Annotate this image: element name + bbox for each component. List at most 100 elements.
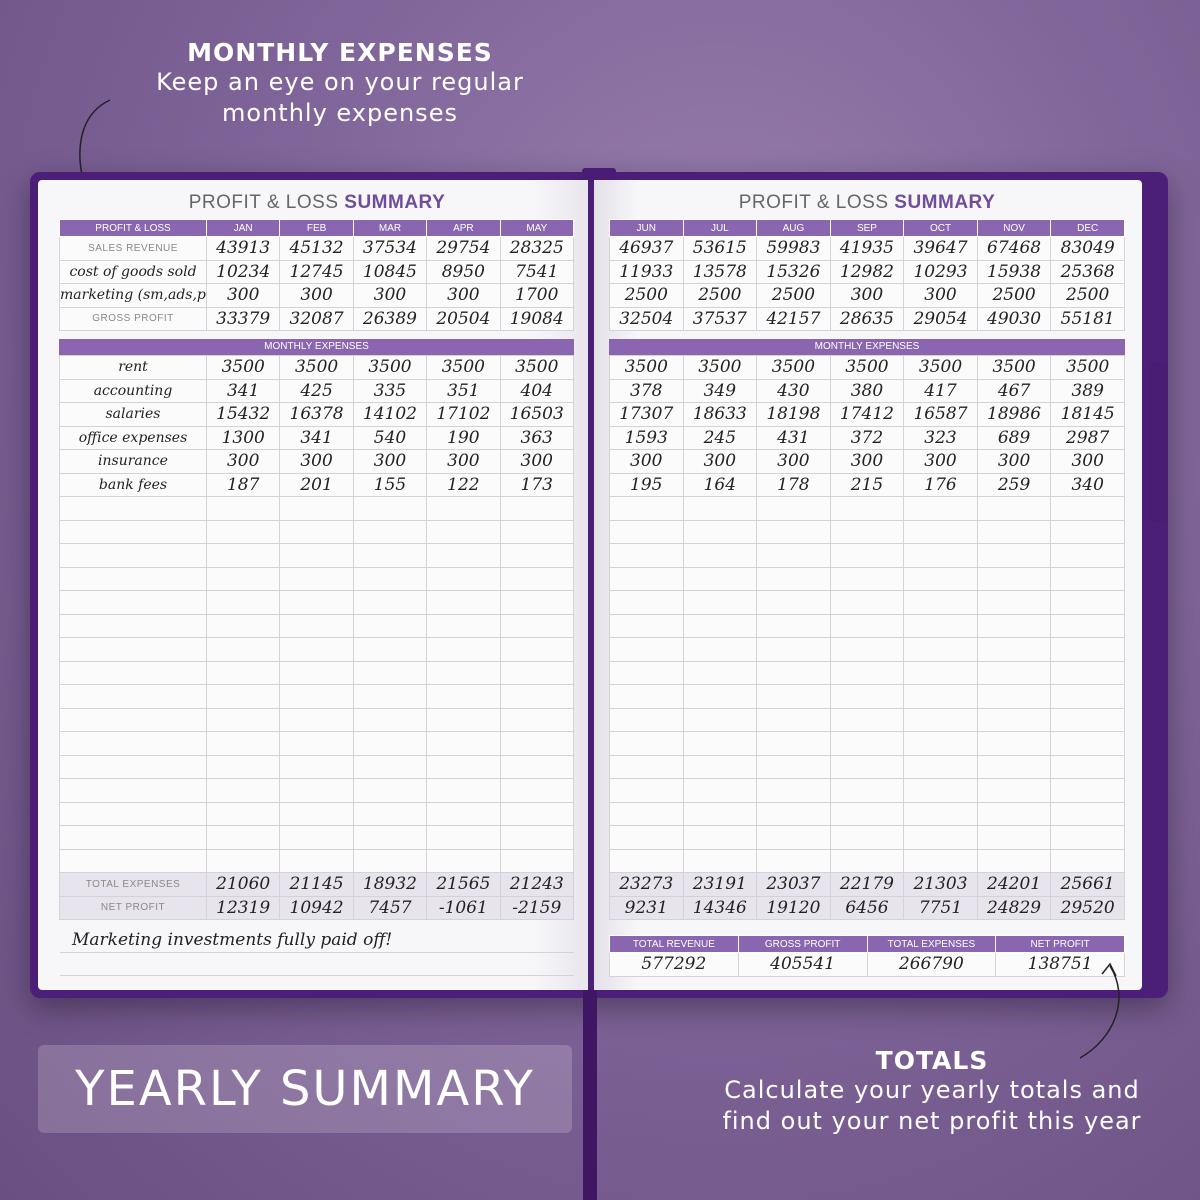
value-cell (682, 543, 758, 568)
table-row (59, 848, 575, 873)
table-row: GROSS PROFIT 33379 32087 26389 20504 19084 (59, 306, 575, 331)
value-cell: 2987 (1050, 425, 1125, 450)
value-cell: 37534 (352, 236, 428, 261)
value-cell: 43913 (205, 236, 281, 261)
value-cell (903, 684, 978, 709)
value-cell (1050, 707, 1125, 732)
value-cell (609, 660, 684, 685)
value-cell (205, 707, 281, 732)
value-cell (499, 684, 575, 709)
value-cell: 300 (205, 449, 281, 474)
summary-row: 9231 14346 19120 6456 7751 24829 29520 (609, 895, 1125, 920)
value-cell: 6456 (829, 895, 905, 920)
summary-row: NET PROFIT 12319 10942 7457 -1061 -2159 (59, 895, 575, 920)
value-cell: 24201 (976, 872, 1052, 897)
value-cell (352, 543, 428, 568)
value-cell (976, 496, 1052, 521)
value-cell: 14346 (682, 895, 758, 920)
totals-header: TOTAL EXPENSES (866, 935, 997, 953)
value-cell: 3500 (205, 355, 281, 380)
value-cell (426, 707, 501, 732)
value-cell (682, 496, 758, 521)
row-label (59, 496, 207, 521)
value-cell: 18145 (1050, 402, 1125, 427)
value-cell (205, 754, 281, 779)
value-cell: 10942 (279, 895, 354, 920)
value-cell: 21243 (499, 872, 575, 897)
value-cell (903, 848, 978, 873)
header-row: TOTAL REVENUE GROSS PROFIT TOTAL EXPENSES N… (609, 935, 1125, 953)
value-cell: 380 (829, 378, 905, 403)
value-cell: 55181 (1050, 306, 1125, 331)
value-cell (499, 801, 575, 826)
value-cell (1050, 684, 1125, 709)
value-cell: 25661 (1050, 872, 1125, 897)
value-cell: 122 (426, 472, 501, 497)
note-line (60, 952, 574, 953)
value-cell: 49030 (976, 306, 1052, 331)
value-cell (829, 707, 905, 732)
value-cell (426, 496, 501, 521)
value-cell (976, 543, 1052, 568)
value-cell: 173 (499, 472, 575, 497)
value-cell: 300 (682, 449, 758, 474)
value-cell (499, 660, 575, 685)
value-cell (976, 590, 1052, 615)
table-row (609, 590, 1125, 615)
value-cell: 300 (1050, 449, 1125, 474)
table-row (609, 778, 1125, 803)
value-cell (499, 496, 575, 521)
value-cell (609, 519, 684, 544)
value-cell (756, 801, 831, 826)
value-cell: 430 (756, 378, 831, 403)
value-cell (205, 496, 281, 521)
value-cell (976, 731, 1052, 756)
table-row (609, 566, 1125, 591)
value-cell (426, 613, 501, 638)
table-row (609, 801, 1125, 826)
value-cell (352, 519, 428, 544)
value-cell (205, 684, 281, 709)
value-cell: -1061 (426, 895, 501, 920)
value-cell (682, 684, 758, 709)
value-cell: 24829 (976, 895, 1052, 920)
value-cell: 23273 (609, 872, 684, 897)
value-cell: 18198 (756, 402, 831, 427)
value-cell: 8950 (426, 259, 501, 284)
value-cell (279, 496, 354, 521)
row-label (59, 754, 207, 779)
table-row: 17307 18633 18198 17412 16587 18986 18145 (609, 402, 1125, 427)
value-cell: 300 (352, 283, 428, 308)
summary-row: TOTAL EXPENSES 21060 21145 18932 21565 21243 (59, 872, 575, 897)
value-cell (756, 566, 831, 591)
value-cell: 300 (279, 449, 354, 474)
value-cell (609, 848, 684, 873)
totals-header: NET PROFIT (995, 935, 1125, 953)
value-cell (1050, 519, 1125, 544)
value-cell: 3500 (682, 355, 758, 380)
value-cell: 16503 (499, 402, 575, 427)
table-row: cost of goods sold 10234 12745 10845 8950 754… (59, 259, 575, 284)
value-cell: 300 (205, 283, 281, 308)
value-cell (1050, 731, 1125, 756)
value-cell: 17307 (609, 402, 684, 427)
value-cell: 3500 (609, 355, 684, 380)
value-cell (829, 731, 905, 756)
value-cell: 300 (829, 283, 905, 308)
row-label: rent (59, 355, 207, 380)
value-cell: 29520 (1050, 895, 1125, 920)
value-cell (426, 590, 501, 615)
value-cell (903, 566, 978, 591)
column-header: OCT (903, 219, 978, 237)
table-row (609, 754, 1125, 779)
value-cell: 10234 (205, 259, 281, 284)
callout-title: MONTHLY EXPENSES (187, 38, 493, 67)
value-cell (903, 519, 978, 544)
value-cell: 14102 (352, 402, 428, 427)
column-header: NOV (976, 219, 1052, 237)
value-cell: 3500 (1050, 355, 1125, 380)
value-cell (609, 754, 684, 779)
value-cell (682, 637, 758, 662)
row-label: office expenses (59, 425, 207, 450)
value-cell (682, 848, 758, 873)
